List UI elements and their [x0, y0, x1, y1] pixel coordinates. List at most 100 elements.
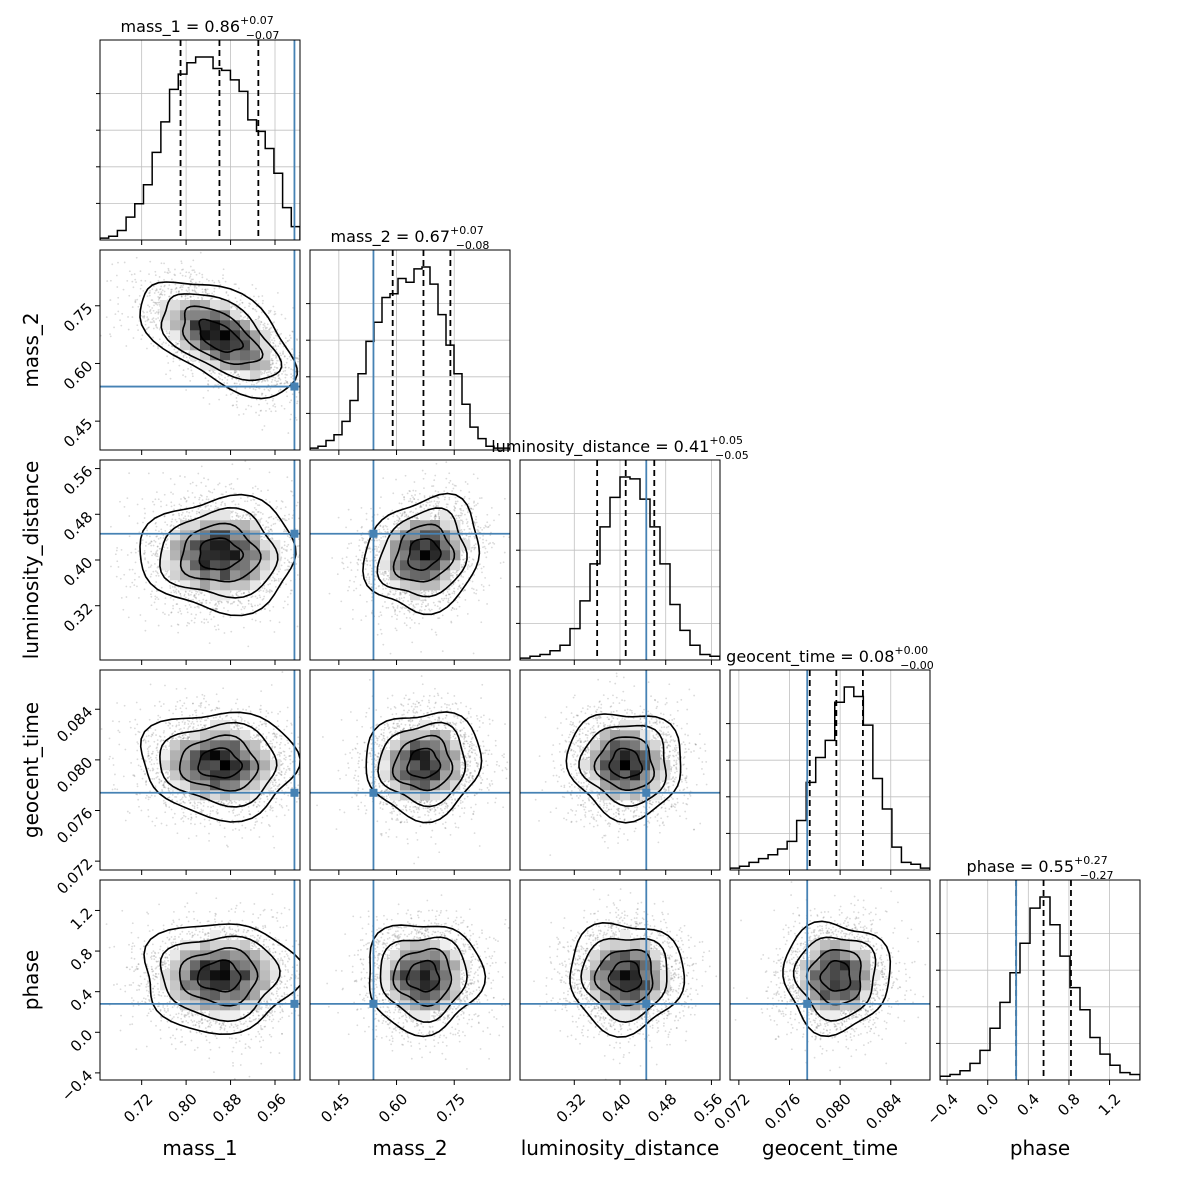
y-tick-label: 0.080 — [53, 754, 96, 797]
contour-level — [198, 318, 245, 354]
contours — [143, 923, 300, 1036]
contour-level — [181, 305, 264, 365]
panel-1-0: 0.45 0.60 0.75 — [60, 249, 301, 455]
title-sup: +0.05 — [709, 434, 743, 447]
contours — [139, 493, 297, 617]
panel-frame — [309, 459, 511, 661]
title-sub: −0.07 — [246, 29, 280, 42]
x-axis-label-luminosity_distance: luminosity_distance — [521, 1136, 720, 1160]
x-tick-label: 0.32 — [553, 1090, 589, 1126]
contours — [368, 924, 487, 1038]
contour-level — [792, 936, 877, 1022]
x-tick-label: 0.88 — [209, 1090, 245, 1126]
contour-level — [392, 523, 456, 583]
contour-level — [405, 959, 441, 993]
title-sup: +0.07 — [450, 224, 484, 237]
title-text: mass_1 = 0.86 — [121, 17, 240, 37]
title-sub: −0.00 — [900, 659, 934, 672]
contour-level — [179, 522, 262, 583]
panel-frame — [99, 669, 301, 871]
y-tick-label: 0.45 — [60, 415, 96, 451]
panel-frame — [99, 249, 301, 451]
panel-frame — [939, 879, 1141, 1081]
y-tick-label: 0.076 — [53, 804, 96, 847]
contour-level — [819, 960, 852, 992]
y-axis-label-mass_2: mass_2 — [19, 312, 43, 387]
histogram-luminosity_distance — [520, 476, 720, 660]
y-axis-label-luminosity_distance: luminosity_distance — [19, 461, 43, 660]
title-text: phase = 0.55 — [967, 857, 1074, 876]
contour-level — [593, 948, 654, 1007]
y-axis-label-phase: phase — [19, 950, 43, 1010]
x-axis-label-geocent_time: geocent_time — [762, 1136, 898, 1160]
density-cells — [800, 940, 881, 1021]
y-tick-label: 0.8 — [67, 945, 97, 975]
panel-frame — [99, 39, 301, 241]
panel-frame — [99, 879, 301, 1081]
truth-marker — [642, 788, 651, 797]
contour-level — [139, 711, 300, 823]
contour-level — [782, 920, 892, 1038]
x-tick-label: 0.60 — [375, 1090, 411, 1126]
x-tick-label: 0.40 — [598, 1090, 634, 1126]
panel-frame — [729, 669, 931, 871]
histogram-title: mass_2 = 0.67+0.07 −0.08 — [331, 224, 490, 252]
title-sub: −0.27 — [1080, 869, 1114, 882]
contour-level — [593, 736, 656, 791]
y-axis-label-geocent_time: geocent_time — [19, 702, 43, 838]
contour-level — [178, 946, 259, 1007]
contour-level — [377, 721, 467, 808]
title-text: mass_2 = 0.67 — [331, 227, 450, 247]
panel-4-1: 0.45 0.60 0.75 — [309, 879, 511, 1126]
panel-frame — [309, 249, 511, 451]
panel-1-1: mass_2 = 0.67+0.07 −0.08 — [306, 224, 511, 455]
y-tick-label: 0.4 — [67, 985, 97, 1015]
histogram-title: geocent_time = 0.08+0.00 −0.00 — [726, 644, 934, 672]
contour-level — [578, 724, 668, 807]
x-tick-label: 0.076 — [761, 1090, 804, 1133]
panel-frame — [309, 879, 511, 1081]
contour-level — [608, 747, 644, 779]
y-tick-label: 0.072 — [53, 855, 96, 898]
panel-frame — [99, 459, 301, 661]
contour-level — [376, 507, 468, 598]
contour-level — [159, 935, 281, 1023]
title-sup: +0.07 — [240, 14, 274, 27]
contour-level — [196, 959, 242, 993]
x-axis-label-mass_1: mass_1 — [162, 1136, 237, 1160]
contour-level — [139, 493, 297, 617]
y-tick-label: 0.32 — [60, 599, 96, 635]
panel-3-1 — [309, 669, 511, 875]
x-tick-label: 1.2 — [1095, 1090, 1125, 1120]
x-tick-label: 0.8 — [1054, 1090, 1084, 1120]
x-tick-label: −0.4 — [923, 1090, 961, 1128]
panel-4-4: phase = 0.55+0.27 −0.27 −0.4 0.0 0.4 0.8 1.2 — [923, 854, 1141, 1129]
y-tick-label: 0.75 — [60, 299, 96, 335]
truth-marker — [290, 382, 299, 391]
panel-2-1 — [309, 459, 511, 665]
truth-marker — [290, 788, 299, 797]
contour-level — [565, 713, 682, 824]
histogram-geocent_time — [730, 686, 930, 870]
truth-marker — [369, 999, 378, 1008]
title-sub: −0.05 — [715, 449, 749, 462]
panel-2-2: luminosity_distance = 0.41+0.05 −0.05 — [491, 434, 749, 665]
contour-level — [392, 947, 453, 1008]
contour-level — [139, 281, 299, 400]
y-tick-label: 0.48 — [60, 508, 96, 544]
x-tick-label: 0.96 — [253, 1090, 289, 1126]
y-tick-label: 0.0 — [67, 1026, 97, 1056]
contour-level — [607, 960, 643, 993]
contours — [565, 713, 682, 824]
truth-marker — [642, 999, 651, 1008]
title-sup: +0.00 — [894, 644, 928, 657]
histogram-title: mass_1 = 0.86+0.07 −0.07 — [121, 14, 280, 42]
histogram-phase — [940, 896, 1140, 1080]
title-text: geocent_time = 0.08 — [726, 647, 894, 667]
y-tick-label: 0.60 — [60, 357, 96, 393]
x-tick-label: 0.75 — [433, 1090, 469, 1126]
contour-level — [198, 537, 245, 571]
panel-3-2 — [519, 669, 721, 875]
x-tick-label: 0.48 — [644, 1090, 680, 1126]
x-tick-label: 0.4 — [1013, 1090, 1043, 1120]
